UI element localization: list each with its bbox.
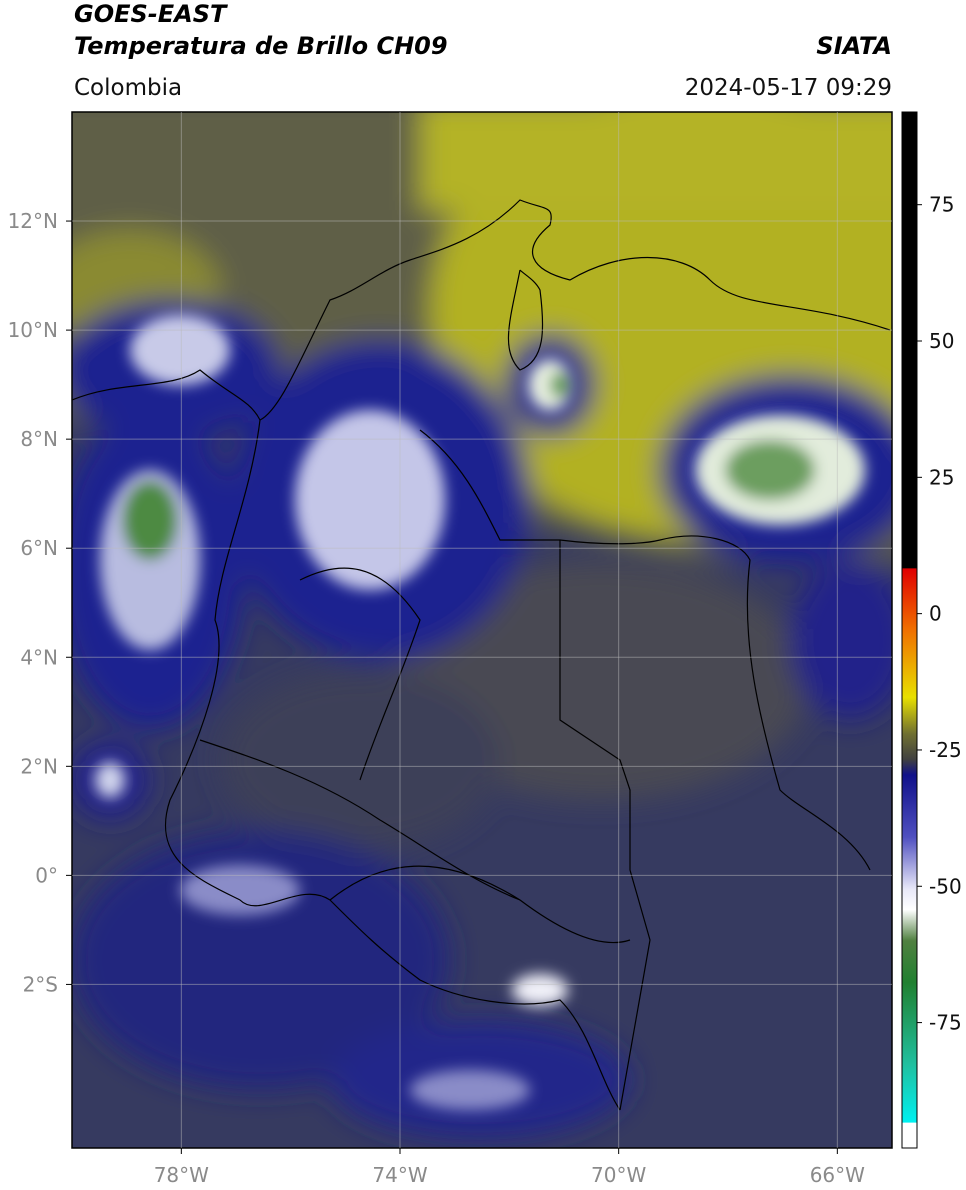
y-tick-label: 2°N <box>20 754 58 778</box>
source: SIATA <box>816 32 892 60</box>
x-tick-label: 70°W <box>591 1163 646 1187</box>
map-frame <box>71 111 893 1149</box>
timestamp: 2024-05-17 09:29 <box>685 75 892 101</box>
title: GOES-EAST <box>74 0 228 28</box>
y-tick-label: 2°S <box>23 972 58 996</box>
subtitle: Temperatura de Brillo CH09 <box>74 32 448 60</box>
region: Colombia <box>74 75 182 101</box>
y-tick-label: 0° <box>35 863 58 887</box>
colorbar-tick-label: -50 <box>929 874 962 898</box>
colorbar <box>901 111 918 1149</box>
colorbar-tick-label: 25 <box>929 465 954 489</box>
colorbar-tick-label: 0 <box>929 602 942 626</box>
colorbar-tick-label: -25 <box>929 738 962 762</box>
y-tick-label: 12°N <box>8 209 58 233</box>
colorbar-tick-label: -75 <box>929 1011 962 1035</box>
satellite-image <box>72 112 892 1148</box>
y-tick-label: 6°N <box>20 536 58 560</box>
x-tick-label: 66°W <box>810 1163 865 1187</box>
colorbar-tick-label: 50 <box>929 329 954 353</box>
y-tick-label: 4°N <box>20 645 58 669</box>
colorbar-tick-label: 75 <box>929 193 954 217</box>
x-tick-label: 78°W <box>154 1163 209 1187</box>
y-tick-label: 10°N <box>8 318 58 342</box>
x-tick-label: 74°W <box>372 1163 427 1187</box>
y-tick-label: 8°N <box>20 427 58 451</box>
